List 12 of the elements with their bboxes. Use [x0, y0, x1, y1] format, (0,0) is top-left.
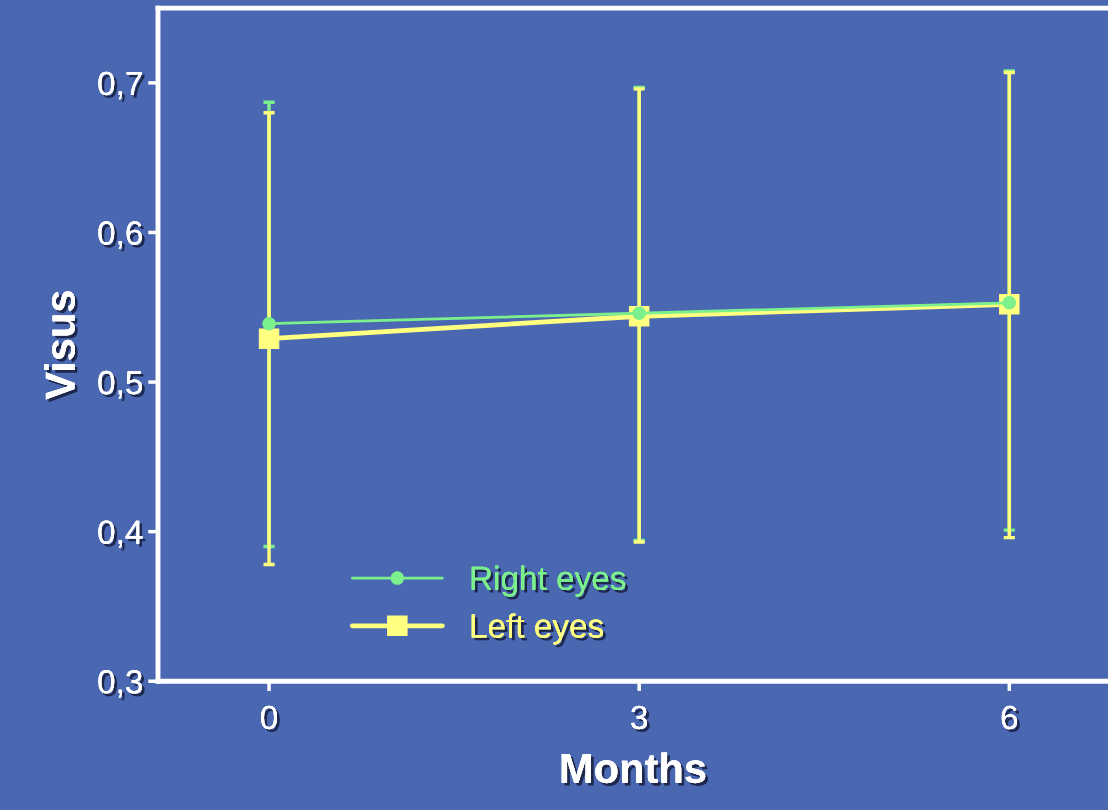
- legend-label: Left eyes: [471, 613, 606, 648]
- legend-label: Right eyes: [471, 565, 629, 600]
- y-tick-label: 0,7: [98, 71, 145, 103]
- y-tick-label: 0,6: [98, 221, 145, 252]
- y-tick-label: 0,5: [98, 370, 145, 402]
- x-tick-label: 0: [261, 705, 280, 733]
- y-tick-label: 0,4: [98, 520, 146, 551]
- y-tick-label: 0,3: [98, 670, 145, 701]
- y-axis-title: Visus: [44, 291, 78, 403]
- x-axis-title: Months: [561, 752, 709, 786]
- x-tick-label: 6: [1001, 705, 1020, 733]
- x-tick-label: 3: [631, 705, 650, 733]
